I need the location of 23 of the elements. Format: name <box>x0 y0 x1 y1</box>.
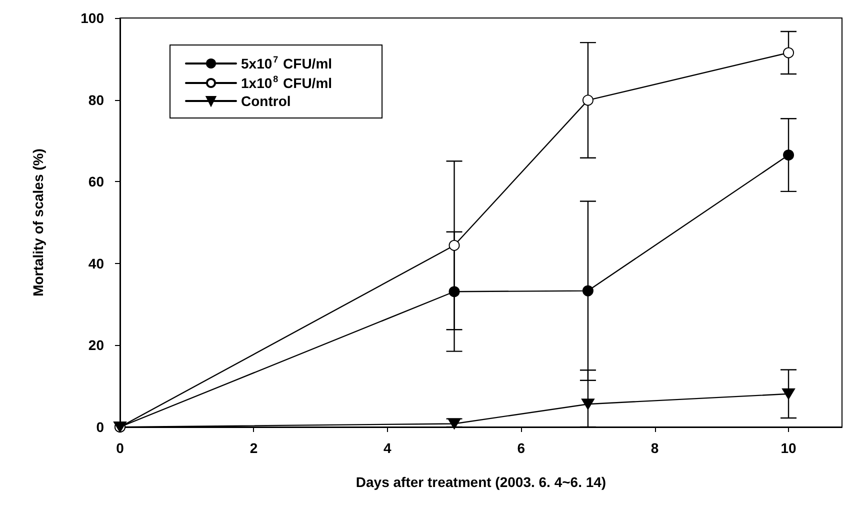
x-tick-label: 6 <box>517 440 526 456</box>
y-tick-label: 0 <box>96 419 104 435</box>
x-tick-label: 2 <box>250 440 258 456</box>
x-tick-label: 10 <box>780 440 797 456</box>
y-tick-label: 40 <box>88 255 104 272</box>
y-tick-label: 100 <box>80 10 104 26</box>
point <box>448 240 460 251</box>
y-tick-label: 80 <box>88 92 104 108</box>
point <box>581 398 594 410</box>
point <box>782 388 796 400</box>
x-tick-label: 4 <box>384 440 392 456</box>
y-tick-label: 60 <box>88 174 104 190</box>
point <box>783 47 794 58</box>
point <box>582 94 594 106</box>
x-axis-title: Days after treatment (2003. 6. 4~6. 14) <box>356 474 606 490</box>
x-tick-label: 0 <box>116 440 124 456</box>
legend-label: Control <box>241 93 291 109</box>
x-tick-label: 8 <box>650 440 659 456</box>
point <box>582 285 594 296</box>
point <box>783 150 794 161</box>
y-axis-title: Mortality of scales (%) <box>30 148 46 296</box>
point <box>448 286 460 298</box>
y-tick-label: 20 <box>88 337 104 354</box>
